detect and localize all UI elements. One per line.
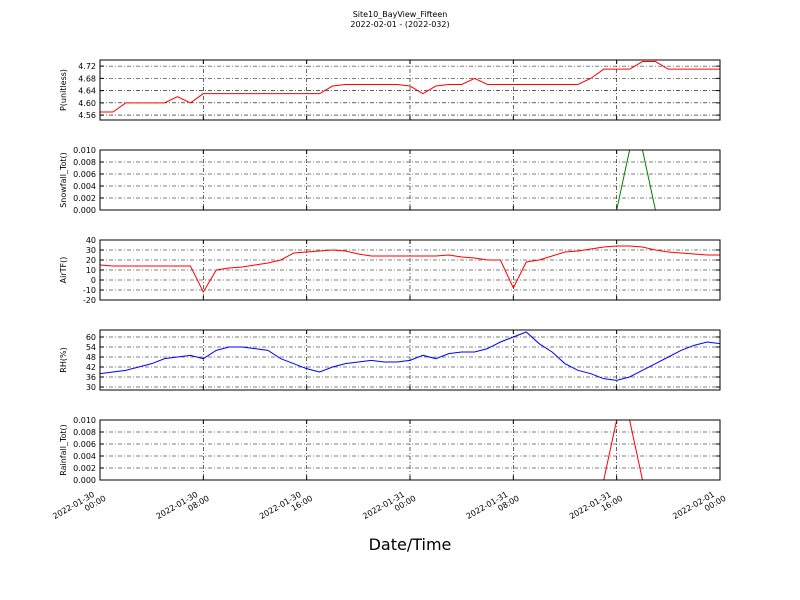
y-tick-label: 40 <box>86 236 96 245</box>
y-tick-label: 0.008 <box>73 158 96 167</box>
y-tick-label: 4.72 <box>78 62 96 71</box>
y-tick-label: 4.68 <box>78 74 96 83</box>
y-tick-label: 0.002 <box>73 464 96 473</box>
plot-frame <box>99 239 721 301</box>
y-tick-label: 20 <box>86 256 96 265</box>
y-axis-label: RH(%) <box>59 347 68 372</box>
figure-subtitle: 2022-02-01 - (2022-032) <box>350 20 449 29</box>
y-tick-label: 4.60 <box>78 99 96 108</box>
y-tick-label: 0.010 <box>73 416 96 425</box>
y-axis-label: Rainfall_Tot() <box>59 424 68 476</box>
y-tick-label: 30 <box>86 383 96 392</box>
y-tick-label: -10 <box>83 286 96 295</box>
y-tick-label: 0.010 <box>73 146 96 155</box>
y-tick-label: 48 <box>86 353 96 362</box>
y-tick-label: 0.002 <box>73 194 96 203</box>
y-tick-label: 4.56 <box>78 111 96 120</box>
y-tick-label: 0.004 <box>73 182 96 191</box>
y-axis-label: AirTF() <box>59 257 68 284</box>
data-line <box>100 245 720 294</box>
panel: 0.000 0.002 0.004 0.006 0.008 0.010 Snowfall_T… <box>59 146 721 215</box>
plot-frame <box>99 419 721 481</box>
y-tick-label: 54 <box>86 343 96 352</box>
y-tick-label: 0.004 <box>73 452 96 461</box>
y-tick-label: 0.006 <box>73 440 96 449</box>
y-tick-label: 30 <box>86 246 96 255</box>
figure-title: Site10_BayView_Fifteen <box>353 10 448 19</box>
y-tick-label: 42 <box>86 363 96 372</box>
plot-frame <box>99 59 721 121</box>
y-tick-label: 36 <box>86 373 96 382</box>
y-tick-label: 0.008 <box>73 428 96 437</box>
y-tick-label: 0.006 <box>73 170 96 179</box>
y-tick-label: 60 <box>86 333 96 342</box>
plot-frame <box>99 329 721 391</box>
y-tick-label: -20 <box>83 296 96 305</box>
plot-frame <box>99 149 721 211</box>
y-tick-label: 0.000 <box>73 476 96 485</box>
x-axis-label: Date/Time <box>369 535 452 554</box>
data-line <box>100 61 720 113</box>
y-tick-label: 0 <box>91 276 96 285</box>
y-tick-label: 0.000 <box>73 206 96 215</box>
data-line <box>100 331 720 381</box>
y-tick-label: 10 <box>86 266 96 275</box>
y-tick-label: 4.64 <box>78 87 96 96</box>
y-axis-label: P(unitless) <box>59 69 68 111</box>
y-axis-label: Snowfall_Tot() <box>59 152 68 208</box>
panel: 4.56 4.60 4.64 4.68 4.72 P(unitless) <box>59 59 721 121</box>
